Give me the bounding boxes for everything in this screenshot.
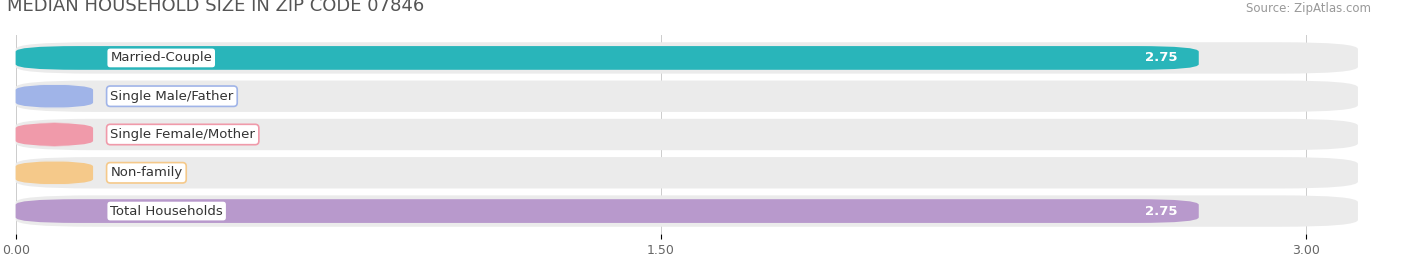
FancyBboxPatch shape bbox=[15, 119, 1358, 150]
Text: 0.00: 0.00 bbox=[110, 128, 139, 141]
Text: 0.00: 0.00 bbox=[110, 166, 139, 179]
Text: Single Male/Father: Single Male/Father bbox=[110, 90, 233, 103]
Text: 2.75: 2.75 bbox=[1144, 51, 1177, 65]
FancyBboxPatch shape bbox=[15, 46, 1199, 70]
FancyBboxPatch shape bbox=[15, 123, 93, 146]
Text: 2.75: 2.75 bbox=[1144, 204, 1177, 218]
FancyBboxPatch shape bbox=[15, 161, 93, 185]
Text: Total Households: Total Households bbox=[110, 204, 224, 218]
FancyBboxPatch shape bbox=[15, 199, 1199, 223]
Text: MEDIAN HOUSEHOLD SIZE IN ZIP CODE 07846: MEDIAN HOUSEHOLD SIZE IN ZIP CODE 07846 bbox=[7, 0, 425, 15]
Text: Non-family: Non-family bbox=[110, 166, 183, 179]
FancyBboxPatch shape bbox=[15, 195, 1358, 227]
Text: Married-Couple: Married-Couple bbox=[110, 51, 212, 65]
Text: 0.00: 0.00 bbox=[110, 90, 139, 103]
FancyBboxPatch shape bbox=[15, 80, 1358, 112]
FancyBboxPatch shape bbox=[15, 42, 1358, 74]
FancyBboxPatch shape bbox=[15, 157, 1358, 189]
Text: Source: ZipAtlas.com: Source: ZipAtlas.com bbox=[1246, 2, 1371, 15]
FancyBboxPatch shape bbox=[15, 84, 93, 108]
Text: Single Female/Mother: Single Female/Mother bbox=[110, 128, 254, 141]
